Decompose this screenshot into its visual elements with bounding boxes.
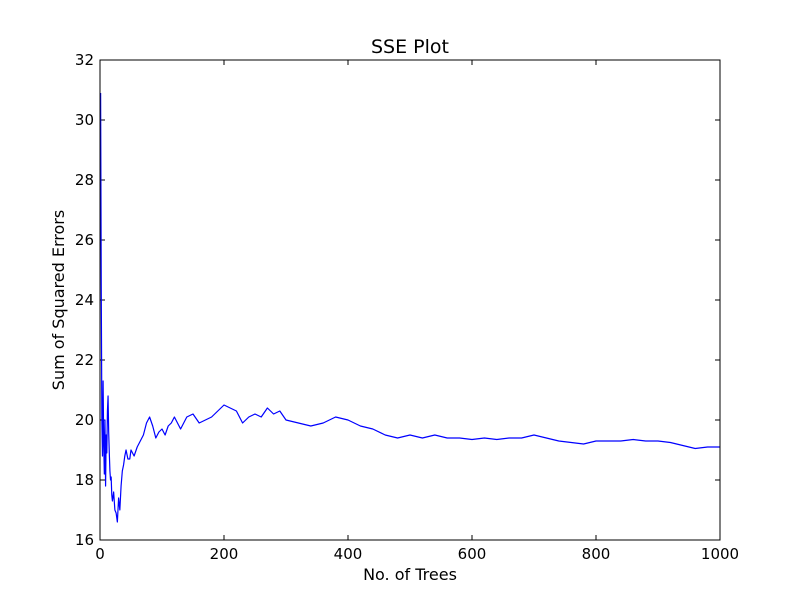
y-tick-label: 20 bbox=[75, 411, 94, 429]
y-tick-label: 24 bbox=[75, 291, 94, 309]
plot-background bbox=[100, 60, 720, 540]
tick-labels-layer: 0 200 400 600 800 1000 16 18 20 22 24 26 28 30 32 bbox=[75, 51, 739, 563]
y-tick-label: 18 bbox=[75, 471, 94, 489]
plot-frame bbox=[99, 59, 721, 541]
x-tick-label: 0 bbox=[95, 545, 105, 563]
y-tick-label: 30 bbox=[75, 111, 94, 129]
x-tick-label: 1000 bbox=[701, 545, 739, 563]
y-axis-label: Sum of Squared Errors bbox=[49, 210, 68, 390]
x-axis-label: No. of Trees bbox=[363, 565, 457, 584]
sse-series-line bbox=[100, 92, 720, 523]
x-tick-label: 600 bbox=[458, 545, 487, 563]
x-tick-label: 400 bbox=[334, 545, 363, 563]
series-layer bbox=[100, 92, 720, 523]
y-tick-label: 22 bbox=[75, 351, 94, 369]
x-tick-label: 200 bbox=[210, 545, 239, 563]
y-tick-label: 26 bbox=[75, 231, 94, 249]
x-tick-label: 800 bbox=[582, 545, 611, 563]
y-tick-label: 16 bbox=[75, 531, 94, 549]
chart-title: SSE Plot bbox=[371, 36, 449, 58]
y-tick-label: 28 bbox=[75, 171, 94, 189]
y-tick-label: 32 bbox=[75, 51, 94, 69]
